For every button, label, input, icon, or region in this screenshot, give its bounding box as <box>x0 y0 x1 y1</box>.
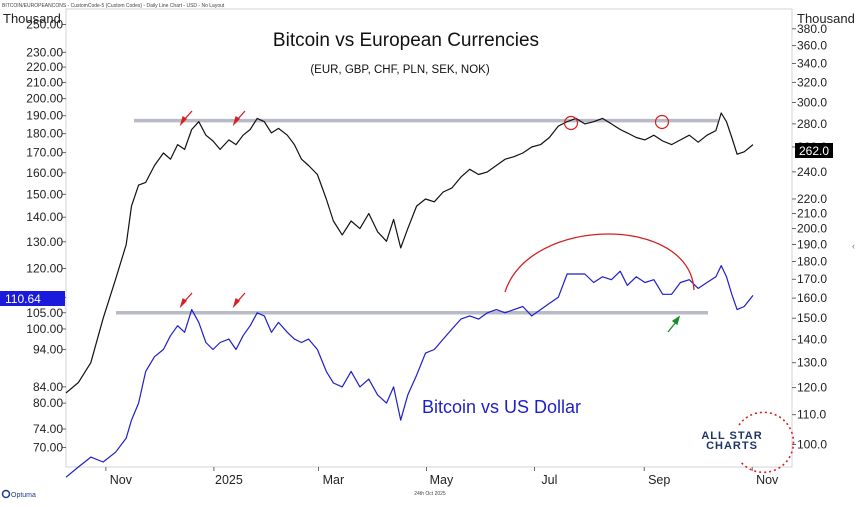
red-arrow-icon <box>179 292 193 309</box>
eur-last-value: 262.0 <box>799 144 829 158</box>
x-tick-label: Sep <box>648 473 670 487</box>
left-unit-label: Thousand <box>3 11 61 26</box>
x-tick-label: 2025 <box>215 473 243 487</box>
right-tick-label: 190.0 <box>797 238 827 252</box>
left-tick-label: 120.00 <box>26 261 63 275</box>
red-arrow-icon <box>179 110 193 127</box>
all-star-charts-logo: ALL STAR CHARTS <box>701 411 795 474</box>
eur-last-value-flag <box>795 143 833 158</box>
x-tick-label: Nov <box>110 473 133 487</box>
right-tick-label: 320.0 <box>797 75 827 89</box>
left-tick-label: 74.00 <box>33 422 63 436</box>
logo-line-1: ALL STAR <box>701 430 762 442</box>
right-tick-label: 340.0 <box>797 56 827 70</box>
left-tick-label: 190.00 <box>26 109 63 123</box>
peak-circle-icon <box>563 115 579 131</box>
left-tick-label: 140.00 <box>26 210 63 224</box>
right-tick-label: 130.0 <box>797 356 827 370</box>
peak-circles <box>563 114 670 131</box>
right-tick-label: 160.0 <box>797 291 827 305</box>
right-tick-label: 100.0 <box>797 437 827 451</box>
left-tick-label: 160.00 <box>26 166 63 180</box>
right-tick-label: 180.0 <box>797 254 827 268</box>
left-tick-label: 250.00 <box>26 18 63 32</box>
left-tick-label: 150.00 <box>26 187 63 201</box>
right-tick-label: 140.0 <box>797 333 827 347</box>
series-line-usd <box>65 265 754 478</box>
chart-caption: BITCOIN/EUROPEANCONS - CustomCode-5 (Cus… <box>2 3 225 9</box>
right-tick-label: 120.0 <box>797 381 827 395</box>
right-tick-label: 240.0 <box>797 165 827 179</box>
x-tick-label: May <box>430 473 454 487</box>
footer-date: 24th Oct 2025 <box>414 491 446 497</box>
right-unit-label: Thousand <box>797 11 855 26</box>
right-tick-label: 150.0 <box>797 311 827 325</box>
left-tick-label: 200.00 <box>26 92 63 106</box>
left-tick-label: 180.00 <box>26 127 63 141</box>
left-tick-label: 100.00 <box>26 322 63 336</box>
right-tick-label: 300.0 <box>797 95 827 109</box>
red-arrow-icon <box>232 292 246 309</box>
usd-series-label: Bitcoin vs US Dollar <box>422 397 581 417</box>
logo-star-arc <box>738 411 795 474</box>
optuma-logo: Optuma <box>1 489 36 499</box>
right-tick-label: 170.0 <box>797 272 827 286</box>
x-axis: Nov 2025 Mar May Jul Sep Nov <box>105 467 779 487</box>
panel-collapse-icon[interactable]: ‹ <box>852 241 855 251</box>
left-axis: 70.0074.0080.0084.0094.00100.00105.00110… <box>26 18 66 454</box>
right-tick-label: 220.0 <box>797 192 827 206</box>
left-tick-label: 230.00 <box>26 45 63 59</box>
right-axis: 100.0 110.0 120.0 130.0 140.0 150.0 160.0 170.0… <box>792 22 827 451</box>
red-arrow-icon <box>232 110 246 127</box>
right-tick-label: 280.0 <box>797 117 827 131</box>
green-arrow-icon <box>667 315 681 333</box>
left-tick-label: 220.00 <box>26 60 63 74</box>
chart-title: Bitcoin vs European Currencies <box>273 30 539 51</box>
peak-circle-icon <box>654 114 670 130</box>
optuma-brand: Optuma <box>11 492 36 499</box>
x-tick-label: Nov <box>756 473 779 487</box>
left-tick-label: 105.00 <box>26 306 63 320</box>
chart-subtitle: (EUR, GBP, CHF, PLN, SEK, NOK) <box>310 64 490 76</box>
x-tick-label: Jul <box>541 473 557 487</box>
right-tick-label: 360.0 <box>797 39 827 53</box>
right-tick-label: 110.0 <box>797 408 826 422</box>
x-tick-label: Mar <box>323 473 345 487</box>
peak-arrows <box>179 110 246 309</box>
left-tick-label: 130.00 <box>26 235 63 249</box>
plot-area <box>65 8 793 468</box>
left-tick-label: 94.00 <box>33 343 63 357</box>
left-tick-label: 80.00 <box>33 396 63 410</box>
right-tick-label: 200.0 <box>797 222 827 236</box>
rounding-top-arc <box>504 233 695 293</box>
left-tick-label: 70.00 <box>33 440 63 454</box>
resistance-lines <box>116 118 718 315</box>
left-tick-label: 84.00 <box>33 380 63 394</box>
usd-last-value: 110.64 <box>5 292 41 306</box>
left-tick-label: 210.00 <box>26 75 63 89</box>
logo-line-2: CHARTS <box>706 440 758 452</box>
left-tick-label: 170.00 <box>26 146 63 160</box>
right-tick-label: 380.0 <box>797 22 827 36</box>
series-line-eur <box>65 112 754 394</box>
usd-last-value-flag <box>0 291 65 306</box>
series-lines <box>65 112 754 478</box>
right-tick-label: 210.0 <box>797 206 827 220</box>
